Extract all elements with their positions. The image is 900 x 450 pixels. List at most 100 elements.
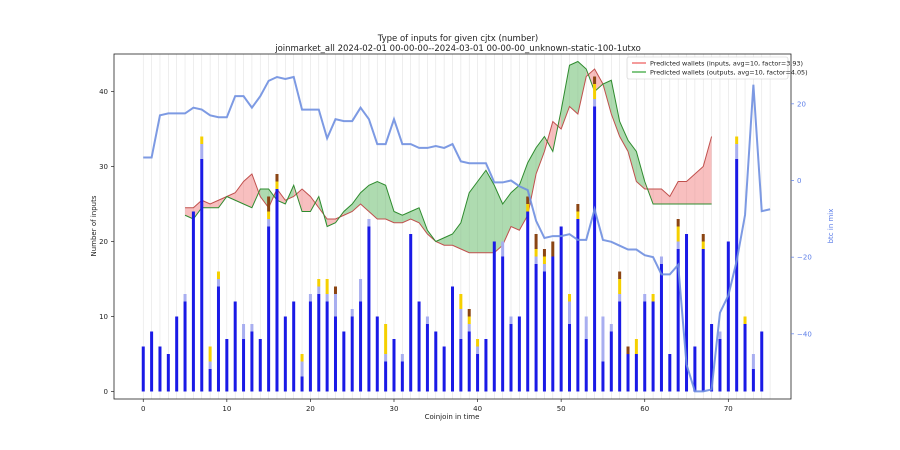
btc-in-mix-line <box>143 75 771 393</box>
bar-segment-brown <box>333 286 337 294</box>
band-segment-outputs <box>577 61 587 114</box>
bar <box>158 346 162 392</box>
band-segment-inputs <box>235 181 244 204</box>
band-segment-inputs <box>201 200 211 208</box>
bar <box>250 331 254 392</box>
bar-segment-yellow <box>701 241 705 249</box>
bar-segment-yellow <box>651 294 655 302</box>
bar <box>175 316 179 392</box>
y2-tick-label: −20 <box>797 254 812 262</box>
bar-segment-light <box>400 354 404 362</box>
band-segment-inputs <box>210 200 219 208</box>
band-segment-inputs <box>661 189 670 204</box>
bar-segment-yellow <box>618 279 622 294</box>
y-tick-label: 10 <box>99 313 108 321</box>
bar-segment-brown <box>551 241 555 257</box>
bar-segment-light <box>609 324 613 332</box>
bar <box>634 354 638 392</box>
x-tick-label: 40 <box>473 405 482 413</box>
y2-tick-label: 20 <box>797 100 806 108</box>
bar <box>292 301 296 392</box>
bar-segment-yellow <box>534 249 538 257</box>
bar <box>442 346 446 392</box>
band-segment-outputs <box>628 140 637 182</box>
band-segment-outputs <box>352 192 361 212</box>
band-segment-outputs <box>502 192 512 246</box>
x-tick-label: 50 <box>557 405 566 413</box>
outputs-prediction-line <box>184 60 712 243</box>
band-segment-inputs <box>594 69 603 92</box>
bar-segment-yellow <box>459 294 463 309</box>
legend-entry-outputs: Predicted wallets (outputs, avg=10, fact… <box>650 69 808 77</box>
band-segment-inputs <box>243 174 252 208</box>
bar-segment-brown <box>626 346 630 354</box>
legend-box <box>626 56 789 80</box>
bar <box>551 256 555 392</box>
bar <box>509 324 513 392</box>
bar <box>183 301 187 392</box>
band-segment-outputs <box>377 181 386 219</box>
band-segment-inputs <box>193 200 202 219</box>
band-segment-outputs <box>452 222 461 249</box>
bar-segment-yellow <box>300 354 304 362</box>
bar <box>375 316 379 392</box>
bar <box>350 316 354 392</box>
bar-segment-light <box>384 354 388 362</box>
bar-segment-light <box>267 219 271 227</box>
x-tick-label: 70 <box>724 405 733 413</box>
bar <box>517 316 521 392</box>
bar-segment-light <box>333 294 337 317</box>
bar-segment-brown <box>676 219 680 227</box>
bar-segment-light <box>601 316 605 362</box>
bar <box>191 211 195 392</box>
band-segment-outputs <box>536 136 545 174</box>
x-axis-label: Coinjoin in time <box>425 413 480 421</box>
bar <box>701 249 705 392</box>
plot-frame <box>113 53 792 400</box>
bar-segment-yellow <box>384 324 388 354</box>
bar-segment-light <box>183 294 187 302</box>
bar <box>208 369 212 392</box>
x-axis-ticks: 0 10 20 30 40 50 60 70 <box>141 399 733 413</box>
y-tick-label: 0 <box>104 388 108 396</box>
bar <box>242 339 246 392</box>
bar-segment-light <box>300 361 304 377</box>
bar <box>200 159 204 392</box>
band-segment-inputs <box>653 189 662 204</box>
band-segment-inputs <box>293 185 303 212</box>
bar-segment-yellow <box>200 136 204 144</box>
band-segment-inputs <box>686 174 695 204</box>
bar-segment-light <box>250 324 254 332</box>
x-tick-label: 60 <box>640 405 649 413</box>
y2-axis-ticks: −40 −20 0 20 <box>791 100 812 338</box>
bar <box>601 361 605 392</box>
x-tick-label: 0 <box>141 405 145 413</box>
y-tick-label: 20 <box>99 238 108 246</box>
bar <box>300 376 304 392</box>
bar-segment-brown <box>593 76 597 84</box>
bar-segment-light <box>242 324 246 339</box>
bar-segment-light <box>208 361 212 369</box>
bar <box>659 264 663 392</box>
bar <box>568 324 572 392</box>
chart-subtitle: joinmarket_all 2024-02-01 00-00-00--2024… <box>274 44 641 54</box>
x-tick-label: 30 <box>390 405 399 413</box>
legend-entry-inputs: Predicted wallets (inputs, avg=10, facto… <box>650 60 803 68</box>
bar <box>559 226 563 392</box>
bar-segment-light <box>350 309 354 317</box>
bar-segment-light <box>718 331 722 339</box>
chart-title: Type of inputs for given cjtx (number) <box>377 34 539 44</box>
bar-segment-light <box>367 219 371 227</box>
band-segment-inputs <box>669 181 679 204</box>
y-tick-label: 30 <box>99 163 108 171</box>
bar-segment-light <box>325 294 329 302</box>
bar-segment-brown <box>467 309 471 317</box>
bar <box>685 234 689 392</box>
bar <box>333 316 337 392</box>
band-segment-inputs <box>703 136 712 204</box>
bar <box>216 286 220 392</box>
bar <box>267 226 271 392</box>
y-axis-ticks: 0 10 20 30 40 <box>99 88 114 396</box>
bar <box>751 369 755 392</box>
bar <box>384 361 388 392</box>
